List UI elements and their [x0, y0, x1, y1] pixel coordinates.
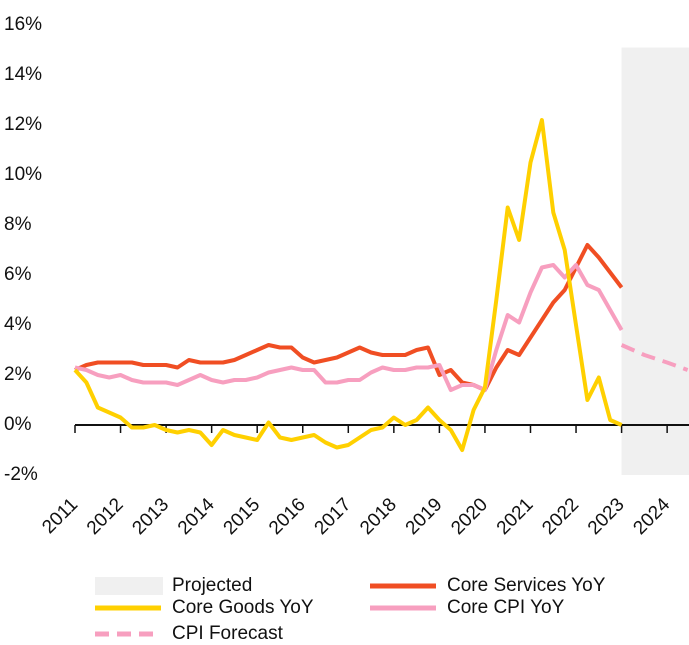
x-tick-label: 2021	[493, 494, 538, 539]
y-tick-label: 2%	[4, 364, 32, 385]
x-tick-label: 2020	[447, 494, 492, 539]
y-tick-label: 12%	[4, 114, 42, 135]
x-tick-label: 2011	[38, 494, 82, 538]
legend-swatch	[95, 577, 163, 595]
y-tick-label: 4%	[4, 314, 32, 335]
legend-label: Projected	[172, 575, 252, 596]
series-line	[73, 118, 623, 452]
x-tick-label: 2012	[83, 494, 128, 539]
series-line	[74, 263, 624, 392]
y-tick-label: 14%	[4, 64, 42, 85]
x-tick-label: 2018	[356, 494, 401, 539]
legend: Projected Core Services YoY Core Goods YoY…	[95, 575, 606, 644]
series-line	[620, 343, 689, 372]
legend-label: Core Goods YoY	[172, 597, 314, 618]
x-tick-label: 2023	[584, 494, 629, 539]
projection-band	[621, 47, 689, 475]
y-tick-label: -2%	[4, 464, 38, 485]
y-tick-label: 0%	[4, 414, 32, 435]
legend-label: Core CPI YoY	[447, 597, 565, 618]
x-tick-label: 2013	[128, 494, 173, 539]
y-tick-label: 8%	[4, 214, 32, 235]
x-tick-label: 2024	[629, 494, 674, 539]
x-tick-label: 2015	[220, 494, 265, 539]
y-tick-label: 6%	[4, 264, 32, 285]
x-tick-label: 2017	[311, 494, 356, 539]
x-tick-label: 2014	[174, 494, 219, 539]
legend-label: CPI Forecast	[172, 623, 284, 644]
x-tick-label: 2019	[402, 494, 447, 539]
y-tick-label: 16%	[4, 14, 42, 35]
x-tick-label: 2016	[265, 494, 310, 539]
legend-label: Core Services YoY	[447, 575, 606, 596]
x-tick-label: 2022	[538, 494, 583, 539]
series-line	[74, 243, 624, 392]
y-tick-label: 10%	[4, 164, 42, 185]
